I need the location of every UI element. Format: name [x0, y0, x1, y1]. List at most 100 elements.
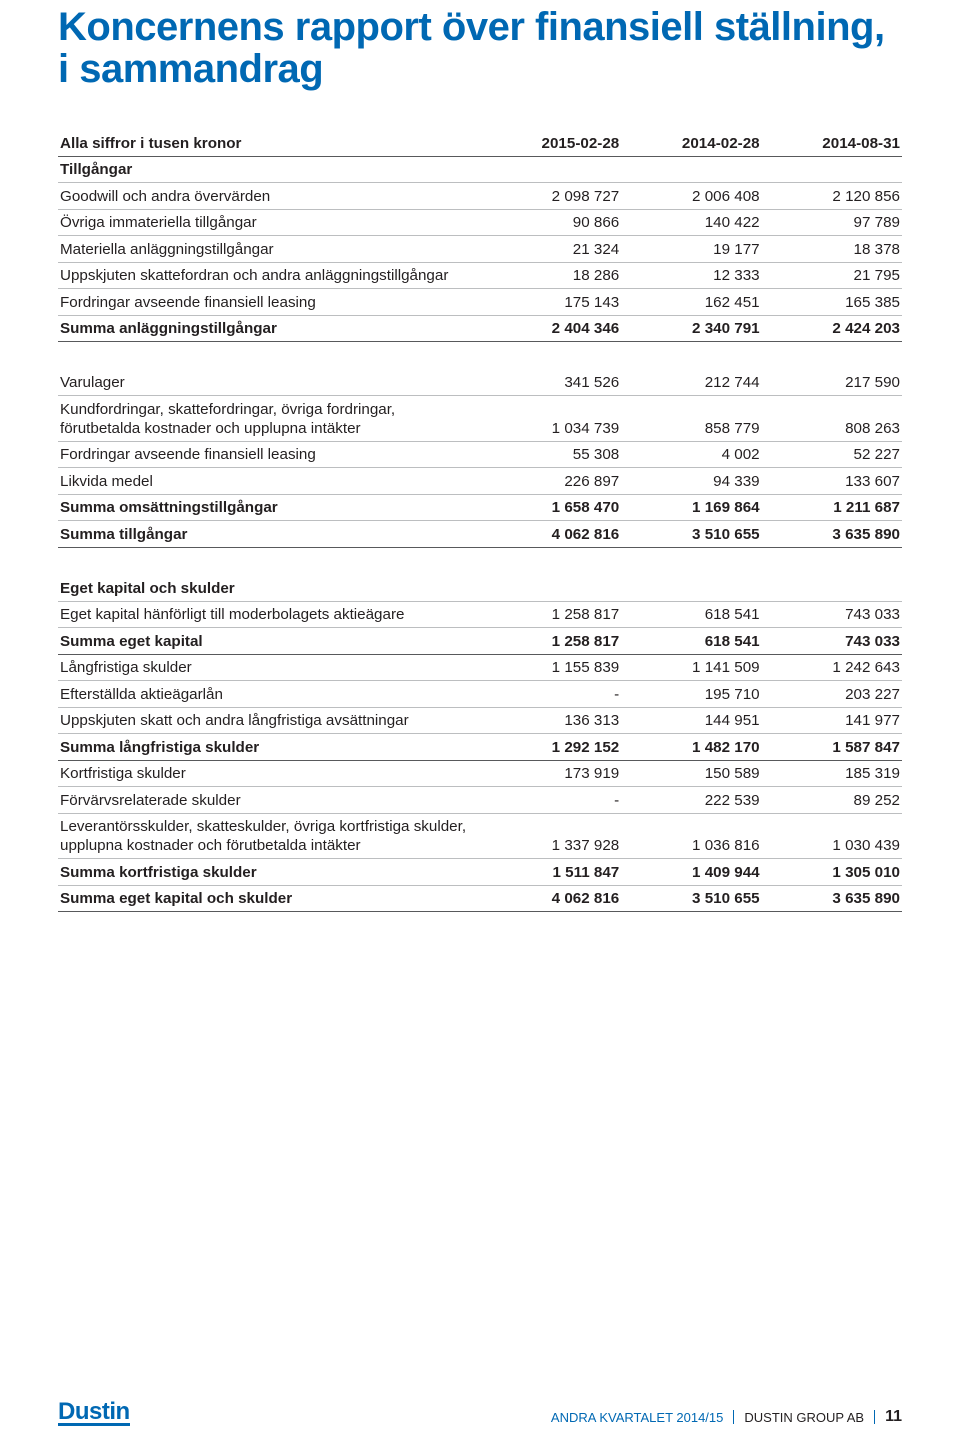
row-value: 1 337 928	[481, 813, 621, 859]
table-row: Övriga immateriella tillgångar90 866140 …	[58, 209, 902, 236]
row-label: Förvärvsrelaterade skulder	[58, 787, 481, 814]
footer-separator	[874, 1410, 875, 1424]
row-value: 12 333	[621, 262, 761, 289]
row-value: 618 541	[621, 601, 761, 628]
row-value: 1 242 643	[762, 654, 902, 681]
spacer	[58, 342, 902, 370]
row-value: 1 030 439	[762, 813, 902, 859]
row-value: 226 897	[481, 468, 621, 495]
row-value: 21 324	[481, 236, 621, 263]
row-value: 1 034 739	[481, 396, 621, 442]
table-row: Summa omsättningstillgångar1 658 4701 16…	[58, 494, 902, 521]
row-value: 3 510 655	[621, 885, 761, 912]
table-row: Fordringar avseende finansiell leasing17…	[58, 289, 902, 316]
section-eget-kapital: Eget kapital och skulder	[58, 575, 902, 601]
row-value: 2 424 203	[762, 315, 902, 342]
row-value: 55 308	[481, 441, 621, 468]
row-label: Goodwill och andra övervärden	[58, 183, 481, 210]
row-label: Summa långfristiga skulder	[58, 734, 481, 761]
row-value: 1 141 509	[621, 654, 761, 681]
row-value: 4 062 816	[481, 885, 621, 912]
row-value: 3 510 655	[621, 521, 761, 548]
page-number: 11	[885, 1408, 902, 1426]
row-value: 2 340 791	[621, 315, 761, 342]
row-value: 136 313	[481, 707, 621, 734]
row-label: Efterställda aktieägarlån	[58, 681, 481, 708]
row-value: 808 263	[762, 396, 902, 442]
section-label: Tillgångar	[58, 156, 481, 183]
row-value: 173 919	[481, 760, 621, 787]
table-row: Goodwill och andra övervärden2 098 7272 …	[58, 183, 902, 210]
row-label: Summa eget kapital och skulder	[58, 885, 481, 912]
row-label: Kundfordringar, skattefordringar, övriga…	[58, 396, 481, 442]
table-row: Summa tillgångar4 062 8163 510 6553 635 …	[58, 521, 902, 548]
row-value: 165 385	[762, 289, 902, 316]
table-row: Förvärvsrelaterade skulder-222 53989 252	[58, 787, 902, 814]
row-value: 94 339	[621, 468, 761, 495]
row-value: 140 422	[621, 209, 761, 236]
row-value: 19 177	[621, 236, 761, 263]
table-row: Kundfordringar, skattefordringar, övriga…	[58, 396, 902, 442]
row-value: 97 789	[762, 209, 902, 236]
row-value: -	[481, 787, 621, 814]
row-value: 1 658 470	[481, 494, 621, 521]
table-row: Materiella anläggningstillgångar21 32419…	[58, 236, 902, 263]
row-value: 162 451	[621, 289, 761, 316]
row-value: 89 252	[762, 787, 902, 814]
col-header-label: Alla siffror i tusen kronor	[58, 130, 481, 156]
row-value: 1 036 816	[621, 813, 761, 859]
row-label: Eget kapital hänförligt till moderbolage…	[58, 601, 481, 628]
section-tillgangar: Tillgångar	[58, 156, 902, 183]
row-value: 1 258 817	[481, 628, 621, 655]
table-row: Likvida medel226 89794 339133 607	[58, 468, 902, 495]
row-value: 743 033	[762, 628, 902, 655]
table-row: Summa eget kapital1 258 817618 541743 03…	[58, 628, 902, 655]
row-label: Summa eget kapital	[58, 628, 481, 655]
table-row: Summa eget kapital och skulder4 062 8163…	[58, 885, 902, 912]
row-value: 1 409 944	[621, 859, 761, 886]
row-value: 3 635 890	[762, 521, 902, 548]
financial-table: Alla siffror i tusen kronor 2015-02-28 2…	[58, 130, 902, 912]
table-row: Efterställda aktieägarlån-195 710203 227	[58, 681, 902, 708]
table-row: Uppskjuten skatt och andra långfristiga …	[58, 707, 902, 734]
table-row: Fordringar avseende finansiell leasing55…	[58, 441, 902, 468]
row-label: Summa omsättningstillgångar	[58, 494, 481, 521]
row-value: 2 006 408	[621, 183, 761, 210]
row-label: Leverantörsskulder, skatteskulder, övrig…	[58, 813, 481, 859]
footer-quarter: ANDRA KVARTALET 2014/15	[551, 1410, 723, 1425]
row-value: 18 378	[762, 236, 902, 263]
col-header-2: 2014-02-28	[621, 130, 761, 156]
row-value: 341 526	[481, 370, 621, 396]
row-value: 2 098 727	[481, 183, 621, 210]
row-value: 133 607	[762, 468, 902, 495]
table-row: Uppskjuten skattefordran och andra anläg…	[58, 262, 902, 289]
row-value: 1 258 817	[481, 601, 621, 628]
row-value: 618 541	[621, 628, 761, 655]
section-label: Eget kapital och skulder	[58, 575, 481, 601]
row-value: 144 951	[621, 707, 761, 734]
row-value: 52 227	[762, 441, 902, 468]
row-label: Summa anläggningstillgångar	[58, 315, 481, 342]
row-label: Summa tillgångar	[58, 521, 481, 548]
row-value: 217 590	[762, 370, 902, 396]
row-value: -	[481, 681, 621, 708]
page-title: Koncernens rapport över finansiell ställ…	[58, 0, 902, 130]
table-row: Summa anläggningstillgångar2 404 3462 34…	[58, 315, 902, 342]
row-value: 222 539	[621, 787, 761, 814]
row-label: Kortfristiga skulder	[58, 760, 481, 787]
table-row: Summa kortfristiga skulder1 511 8471 409…	[58, 859, 902, 886]
table-row: Leverantörsskulder, skatteskulder, övrig…	[58, 813, 902, 859]
footer-company: DUSTIN GROUP AB	[744, 1410, 864, 1425]
row-label: Likvida medel	[58, 468, 481, 495]
row-value: 1 587 847	[762, 734, 902, 761]
table-row: Långfristiga skulder1 155 8391 141 5091 …	[58, 654, 902, 681]
spacer	[58, 547, 902, 575]
footer-separator	[733, 1410, 734, 1424]
row-label: Fordringar avseende finansiell leasing	[58, 441, 481, 468]
col-header-1: 2015-02-28	[481, 130, 621, 156]
row-value: 90 866	[481, 209, 621, 236]
row-label: Uppskjuten skatt och andra långfristiga …	[58, 707, 481, 734]
row-label: Varulager	[58, 370, 481, 396]
row-value: 195 710	[621, 681, 761, 708]
row-value: 1 511 847	[481, 859, 621, 886]
